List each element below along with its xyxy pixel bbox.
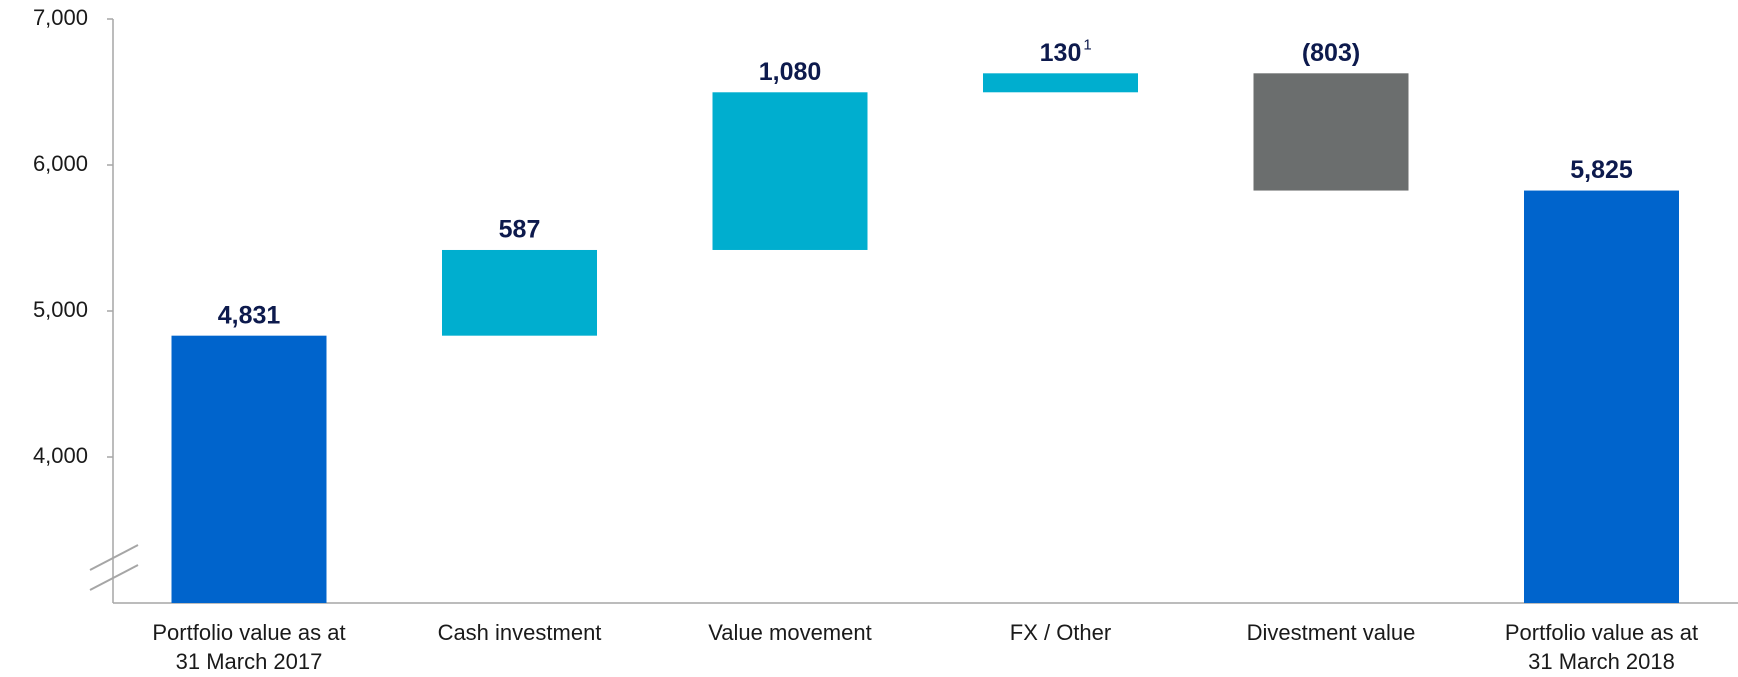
- x-tick-label: Portfolio value as at: [1505, 620, 1698, 645]
- value-label: 5,825: [1570, 156, 1633, 184]
- axis-break: [89, 544, 139, 571]
- axis-break: [89, 564, 139, 591]
- y-tick-label: 7,000: [33, 5, 88, 30]
- x-tick-label: Divestment value: [1247, 620, 1416, 645]
- value-label: (803): [1302, 39, 1360, 67]
- value-label: 4,831: [218, 301, 281, 329]
- bar: [171, 335, 327, 603]
- x-tick-label: 31 March 2018: [1528, 649, 1675, 674]
- bar: [712, 92, 868, 250]
- y-tick-label: 5,000: [33, 297, 88, 322]
- value-label: 1,080: [759, 58, 822, 86]
- x-tick-label: Cash investment: [438, 620, 602, 645]
- y-tick-label: 6,000: [33, 151, 88, 176]
- x-tick-label: 31 March 2017: [176, 649, 323, 674]
- value-label: 587: [499, 216, 541, 244]
- bar: [1253, 73, 1409, 191]
- x-tick-label: FX / Other: [1010, 620, 1111, 645]
- bar: [1524, 190, 1679, 604]
- x-tick-label: Portfolio value as at: [152, 620, 345, 645]
- value-label: 130: [1040, 39, 1082, 67]
- footnote-marker: 1: [1083, 36, 1091, 53]
- bar: [442, 249, 597, 336]
- bar: [983, 73, 1138, 93]
- y-tick-label: 4,000: [33, 443, 88, 468]
- x-tick-label: Value movement: [708, 620, 871, 645]
